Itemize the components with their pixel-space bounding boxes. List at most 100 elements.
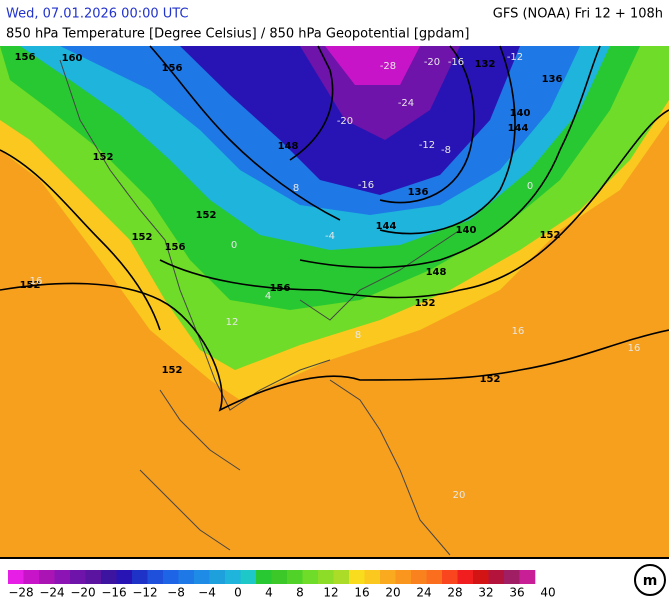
geopotential-label: 148 — [426, 267, 447, 278]
colorbar-label: −16 — [101, 586, 126, 600]
colorbar-swatch — [457, 570, 474, 584]
colorbar-label: 24 — [416, 586, 431, 600]
colorbar-swatch — [302, 570, 319, 584]
geopotential-label: 132 — [475, 59, 496, 70]
colorbar-label: 36 — [509, 586, 524, 600]
colorbar-swatch — [209, 570, 226, 584]
temperature-label: -12 — [507, 52, 523, 63]
model-run: GFS (NOAA) Fri 12 + 108h — [493, 7, 663, 22]
geopotential-label: 152 — [162, 365, 183, 376]
colorbar-swatch — [8, 570, 24, 584]
colorbar-label: −24 — [39, 586, 64, 600]
temperature-label: -16 — [358, 180, 374, 191]
temperature-label: 16 — [30, 276, 43, 287]
temperature-label: 16 — [628, 343, 641, 354]
colorbar-swatch — [318, 570, 334, 584]
temperature-label: -20 — [337, 116, 353, 127]
colorbar-swatch — [349, 570, 365, 584]
colorbar-label: −20 — [70, 586, 95, 600]
map — [0, 45, 669, 558]
colorbar-swatch — [39, 570, 55, 584]
geopotential-label: 152 — [20, 280, 41, 291]
geopotential-label: 156 — [15, 52, 36, 63]
geopotential-label: 152 — [415, 298, 436, 309]
temperature-label: 8 — [293, 183, 299, 194]
colorbar-swatch — [364, 570, 381, 584]
colorbar-swatch — [519, 570, 536, 584]
temperature-label: 12 — [226, 317, 239, 328]
colorbar-label: −12 — [132, 586, 157, 600]
colorbar-swatch — [178, 570, 195, 584]
colorbar-label: 28 — [447, 586, 462, 600]
colorbar-label: −28 — [8, 586, 33, 600]
temperature-label: -24 — [398, 98, 414, 109]
datetime: Wed, 07.01.2026 00:00 UTC — [6, 7, 189, 22]
temperature-label: -4 — [325, 231, 335, 242]
colorbar-swatch — [256, 570, 272, 584]
geopotential-label: 152 — [480, 374, 501, 385]
colorbar-swatch — [225, 570, 241, 584]
colorbar-swatch — [426, 570, 443, 584]
temperature-label: 20 — [453, 490, 466, 501]
geopotential-label: 140 — [456, 225, 477, 236]
colorbar-swatch — [442, 570, 458, 584]
colorbar-swatch — [240, 570, 257, 584]
band — [300, 46, 460, 140]
geopotential-label: 136 — [542, 74, 563, 85]
colorbar-swatch — [380, 570, 396, 584]
colorbar-swatch — [333, 570, 350, 584]
colorbar-label: −8 — [167, 586, 185, 600]
temperature-label: 4 — [265, 291, 271, 302]
geopotential-label: 148 — [278, 141, 299, 152]
logo — [634, 564, 666, 596]
colorbar-label: 16 — [354, 586, 369, 600]
colorbar-swatch — [194, 570, 210, 584]
geopotential-label: 156 — [270, 283, 291, 294]
colorbar-label: 20 — [385, 586, 400, 600]
band — [325, 46, 420, 85]
colorbar-swatch — [473, 570, 489, 584]
geopotential-label: 152 — [93, 152, 114, 163]
coastlines — [59, 59, 461, 556]
geopotential-label: 156 — [162, 63, 183, 74]
colorbar-swatch — [488, 570, 505, 584]
colorbar-swatch — [85, 570, 102, 584]
geopotential-label: 140 — [510, 108, 531, 119]
geopotential-label: 152 — [196, 210, 217, 221]
temperature-label: -28 — [380, 61, 396, 72]
geopotential-label: 144 — [508, 123, 529, 134]
colorbar-label: −4 — [198, 586, 216, 600]
colorbar-swatch — [54, 570, 71, 584]
geopotential-label: 136 — [408, 187, 429, 198]
temperature-label: -8 — [441, 145, 451, 156]
subtitle: 850 hPa Temperature [Degree Celsius] / 8… — [6, 27, 469, 42]
colorbar-swatch — [147, 570, 164, 584]
temperature-label: 16 — [512, 326, 525, 337]
colorbar-label: 32 — [478, 586, 493, 600]
geopotential-label: 144 — [376, 221, 397, 232]
temperature-label: 0 — [527, 181, 533, 192]
geopotential-label: 152 — [540, 230, 561, 241]
temperature-label: 8 — [355, 330, 361, 341]
colorbar-label: 8 — [296, 586, 304, 600]
colorbar-label: 12 — [323, 586, 338, 600]
colorbar-swatch — [70, 570, 86, 584]
geopotential-contours — [0, 45, 669, 412]
colorbar-swatch — [271, 570, 288, 584]
colorbar-swatch — [23, 570, 40, 584]
geopotential-label: 156 — [165, 242, 186, 253]
logo-mark: m — [643, 573, 658, 589]
colorbar-swatch — [411, 570, 427, 584]
colorbar-swatch — [101, 570, 117, 584]
geopotential-label: 152 — [132, 232, 153, 243]
temperature-label: -20 — [424, 57, 440, 68]
colorbar: −28 −24 −20 −16 −12 −8 −4 0 4 8 12 16 20 24 28 32 36 40 — [8, 570, 556, 600]
colorbar-swatch — [116, 570, 133, 584]
colorbar-swatch — [287, 570, 303, 584]
temperature-label: -16 — [448, 57, 464, 68]
colorbar-swatch — [395, 570, 412, 584]
colorbar-swatch — [163, 570, 179, 584]
colorbar-label: 40 — [540, 586, 555, 600]
colorbar-label: 4 — [265, 586, 273, 600]
